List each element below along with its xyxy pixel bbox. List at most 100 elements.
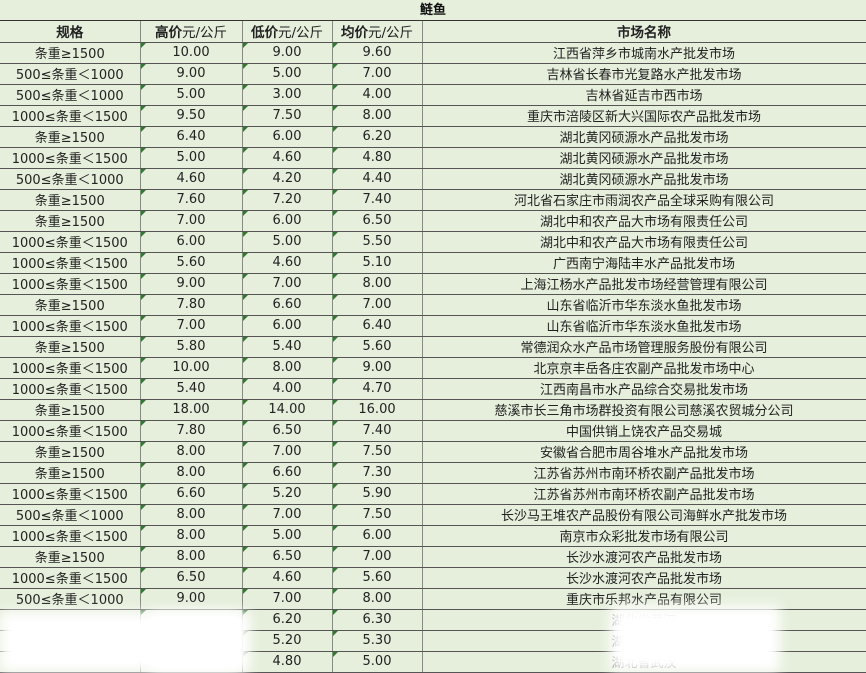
table-row: 500≤条重＜1000 5.00 3.00 4.00 吉林省延吉市西市场 — [0, 84, 866, 106]
cell-spec: 条重≥1500 — [0, 210, 141, 232]
cell-low-price: 7.00 — [242, 273, 333, 295]
cell-high-price: 4.60 — [140, 168, 243, 190]
cell-high-price: 5.60 — [140, 252, 243, 274]
header-avg: 均价元/公斤 — [332, 21, 423, 43]
cell-avg-price: 4.00 — [332, 84, 423, 106]
cell-high-price: 10.00 — [140, 42, 243, 64]
cell-avg-price: 5.10 — [332, 252, 423, 274]
table-row: 条重≥1500 18.00 14.00 16.00 慈溪市长三角市场群投资有限公司慈溪农… — [0, 399, 866, 421]
cell-avg-price: 6.40 — [332, 315, 423, 337]
table-row: 条重≥1500 10.00 9.00 9.60 江西省萍乡市城南水产批发市场 — [0, 42, 866, 64]
cell-avg-price: 5.60 — [332, 336, 423, 358]
cell-high-price: 6.50 — [140, 567, 243, 589]
cell-spec: 1000≤条重＜1500 — [0, 273, 141, 295]
cell-spec: 条重≥1500 — [0, 399, 141, 421]
table-row: 1000≤条重＜1500 6.50 4.60 5.60 长沙水渡河农产品批发市场 — [0, 567, 866, 589]
table-row: 1000≤条重＜1500 6.00 5.00 5.50 湖北中和农产品大市场有限责任公司 — [0, 231, 866, 253]
cell-avg-price: 7.50 — [332, 441, 423, 463]
cell-market-name: 湖北黄冈硕源水产品批发市场 — [422, 168, 866, 190]
cell-high-price: 9.00 — [140, 588, 243, 610]
cell-avg-price: 8.00 — [332, 588, 423, 610]
cell-spec: 条重≥1500 — [0, 462, 141, 484]
cell-avg-price: 5.90 — [332, 483, 423, 505]
cell-market-name: 山东省临沂市华东淡水鱼批发市场 — [422, 294, 866, 316]
cell-high-price: 8.00 — [140, 504, 243, 526]
blur-overlay — [610, 606, 780, 672]
cell-spec: 500≤条重＜1000 — [0, 168, 141, 190]
table-row: 条重≥1500 7.00 6.00 6.50 湖北中和农产品大市场有限责任公司 — [0, 210, 866, 232]
cell-market-name: 上海江杨水产品批发市场经营管理有限公司 — [422, 273, 866, 295]
cell-market-name: 长沙水渡河农产品批发市场 — [422, 567, 866, 589]
table-row: 1000≤条重＜1500 7.00 6.00 6.40 山东省临沂市华东淡水鱼批发市场 — [0, 315, 866, 337]
header-spec: 规格 — [0, 21, 141, 43]
cell-low-price: 4.60 — [242, 567, 333, 589]
cell-spec: 1000≤条重＜1500 — [0, 315, 141, 337]
cell-spec: 500≤条重＜1000 — [0, 63, 141, 85]
cell-low-price: 7.00 — [242, 588, 333, 610]
cell-low-price: 5.00 — [242, 231, 333, 253]
cell-market-name: 广西南宁海陆丰水产品批发市场 — [422, 252, 866, 274]
cell-high-price: 7.60 — [140, 189, 243, 211]
cell-avg-price: 5.30 — [332, 630, 423, 652]
cell-spec: 1000≤条重＜1500 — [0, 252, 141, 274]
cell-avg-price: 16.00 — [332, 399, 423, 421]
cell-spec: 条重≥1500 — [0, 441, 141, 463]
cell-market-name: 江苏省苏州市南环桥农副产品批发市场 — [422, 483, 866, 505]
cell-avg-price: 6.30 — [332, 609, 423, 631]
cell-high-price: 7.80 — [140, 420, 243, 442]
cell-avg-price: 7.40 — [332, 420, 423, 442]
cell-spec: 1000≤条重＜1500 — [0, 147, 141, 169]
cell-market-name: 江苏省苏州市南环桥农副产品批发市场 — [422, 462, 866, 484]
cell-low-price: 4.00 — [242, 378, 333, 400]
cell-market-name: 常德润众水产品市场管理服务股份有限公司 — [422, 336, 866, 358]
table-row: 500≤条重＜1000 9.00 5.00 7.00 吉林省长春市光复路水产批发市场 — [0, 63, 866, 85]
cell-low-price: 6.00 — [242, 315, 333, 337]
table-row: 条重≥1500 5.80 5.40 5.60 常德润众水产品市场管理服务股份有限公司 — [0, 336, 866, 358]
cell-low-price: 8.00 — [242, 357, 333, 379]
cell-high-price: 7.80 — [140, 294, 243, 316]
table-row: 500≤条重＜1000 8.00 7.00 7.50 长沙马王堆农产品股份有限公司海鲜水… — [0, 504, 866, 526]
cell-avg-price: 6.50 — [332, 210, 423, 232]
cell-low-price: 6.20 — [242, 609, 333, 631]
blur-overlay — [150, 612, 240, 672]
cell-avg-price: 6.00 — [332, 525, 423, 547]
cell-low-price: 5.00 — [242, 63, 333, 85]
cell-spec: 1000≤条重＜1500 — [0, 357, 141, 379]
header-row: 规格 高价元/公斤 低价元/公斤 均价元/公斤 市场名称 — [0, 21, 866, 43]
cell-spec: 500≤条重＜1000 — [0, 588, 141, 610]
cell-spec: 条重≥1500 — [0, 336, 141, 358]
cell-high-price: 7.00 — [140, 210, 243, 232]
table-row: 条重≥1500 7.80 6.60 7.00 山东省临沂市华东淡水鱼批发市场 — [0, 294, 866, 316]
cell-avg-price: 8.00 — [332, 273, 423, 295]
cell-avg-price: 7.30 — [332, 462, 423, 484]
table-row: 条重≥1500 8.00 6.50 7.00 长沙水渡河农产品批发市场 — [0, 546, 866, 568]
cell-spec: 条重≥1500 — [0, 294, 141, 316]
cell-avg-price: 7.00 — [332, 546, 423, 568]
cell-spec: 1000≤条重＜1500 — [0, 567, 141, 589]
cell-market-name: 湖北黄冈硕源水产品批发市场 — [422, 126, 866, 148]
cell-spec: 1000≤条重＜1500 — [0, 105, 141, 127]
cell-market-name: 中国供销上饶农产品交易城 — [422, 420, 866, 442]
cell-low-price: 4.60 — [242, 252, 333, 274]
cell-avg-price: 4.40 — [332, 168, 423, 190]
cell-high-price: 9.00 — [140, 63, 243, 85]
cell-low-price: 5.40 — [242, 336, 333, 358]
table-row: 1000≤条重＜1500 5.60 4.60 5.10 广西南宁海陆丰水产品批发市场 — [0, 252, 866, 274]
cell-avg-price: 9.00 — [332, 357, 423, 379]
cell-high-price: 7.00 — [140, 315, 243, 337]
cell-low-price: 3.00 — [242, 84, 333, 106]
cell-avg-price: 7.00 — [332, 63, 423, 85]
cell-high-price: 8.00 — [140, 462, 243, 484]
header-low: 低价元/公斤 — [242, 21, 333, 43]
cell-spec: 1000≤条重＜1500 — [0, 483, 141, 505]
cell-low-price: 6.60 — [242, 294, 333, 316]
cell-low-price: 6.00 — [242, 210, 333, 232]
table-row: 1000≤条重＜1500 8.00 5.00 6.00 南京市众彩批发市场有限公司 — [0, 525, 866, 547]
cell-low-price: 9.00 — [242, 42, 333, 64]
cell-high-price: 9.50 — [140, 105, 243, 127]
table-row: 500≤条重＜1000 4.60 4.20 4.40 湖北黄冈硕源水产品批发市场 — [0, 168, 866, 190]
cell-low-price: 4.20 — [242, 168, 333, 190]
cell-avg-price: 7.50 — [332, 504, 423, 526]
cell-market-name: 湖北中和农产品大市场有限责任公司 — [422, 231, 866, 253]
table-row: 1000≤条重＜1500 7.80 6.50 7.40 中国供销上饶农产品交易城 — [0, 420, 866, 442]
